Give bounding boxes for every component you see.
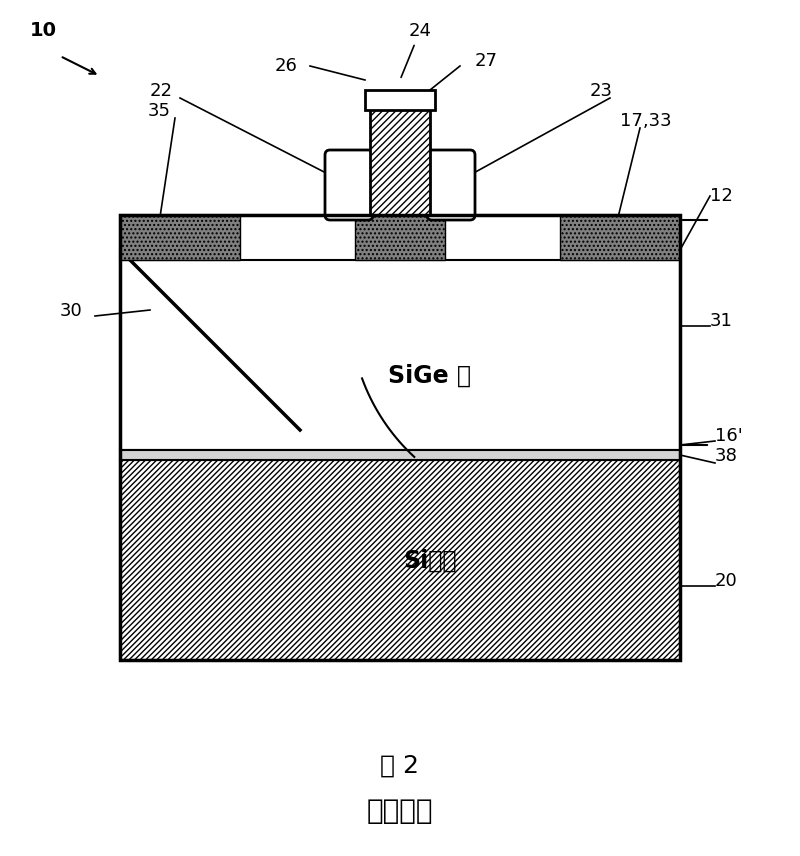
Bar bbox=[120, 250, 680, 450]
FancyBboxPatch shape bbox=[325, 150, 373, 220]
FancyBboxPatch shape bbox=[427, 150, 475, 220]
Text: 27: 27 bbox=[475, 52, 498, 70]
Bar bbox=[120, 460, 680, 660]
Text: 现有技术: 现有技术 bbox=[366, 797, 434, 825]
Text: 35: 35 bbox=[148, 102, 171, 120]
Text: 20: 20 bbox=[715, 572, 738, 590]
Bar bbox=[370, 95, 430, 215]
Text: 10: 10 bbox=[30, 21, 57, 40]
Text: 16': 16' bbox=[715, 427, 742, 445]
Text: 38: 38 bbox=[715, 447, 738, 465]
Bar bbox=[120, 215, 680, 660]
Bar bbox=[560, 215, 680, 260]
Text: 30: 30 bbox=[60, 302, 82, 320]
Bar bbox=[120, 215, 240, 260]
Text: 22: 22 bbox=[150, 82, 173, 100]
Text: SiGe 层: SiGe 层 bbox=[389, 364, 471, 388]
Text: 24: 24 bbox=[401, 22, 431, 77]
Text: Si: Si bbox=[645, 236, 661, 251]
Bar bbox=[120, 450, 680, 460]
Text: 23: 23 bbox=[590, 82, 613, 100]
Text: Si衬底: Si衬底 bbox=[403, 549, 457, 573]
Text: 图 2: 图 2 bbox=[381, 754, 419, 778]
Text: 31: 31 bbox=[710, 312, 733, 330]
Bar bbox=[355, 215, 445, 260]
Text: 17,33: 17,33 bbox=[620, 112, 672, 130]
Bar bbox=[365, 90, 435, 110]
Bar bbox=[120, 215, 680, 260]
Text: 12: 12 bbox=[710, 187, 733, 205]
Text: 26: 26 bbox=[275, 57, 298, 75]
